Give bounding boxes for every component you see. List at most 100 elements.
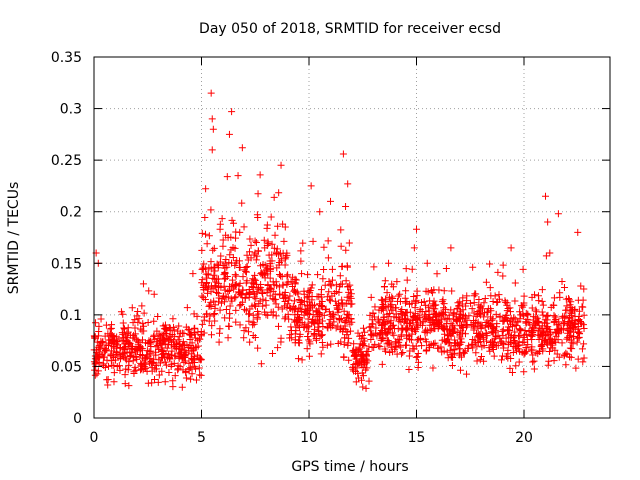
- data-point: [140, 309, 148, 317]
- data-point: [501, 297, 509, 305]
- data-point: [238, 144, 246, 152]
- data-point: [153, 327, 161, 335]
- data-point: [106, 325, 114, 333]
- data-point: [531, 321, 539, 329]
- data-point: [285, 315, 293, 323]
- data-point: [529, 358, 537, 366]
- data-point: [387, 341, 395, 349]
- data-point: [251, 237, 259, 245]
- tick-labels: 0 0.05 0.1 0.15 0.2 0.25 0.3 0.35 0 5 10 15 20: [51, 50, 533, 446]
- data-point: [545, 357, 553, 365]
- data-point: [179, 366, 187, 374]
- data-point: [521, 349, 529, 357]
- data-point: [297, 257, 305, 265]
- data-point: [299, 239, 307, 247]
- data-point: [388, 301, 396, 309]
- data-point: [245, 310, 253, 318]
- data-point: [213, 260, 221, 268]
- data-point: [544, 311, 552, 319]
- data-point: [358, 341, 366, 349]
- data-point: [403, 276, 411, 284]
- data-point: [182, 374, 190, 382]
- data-point: [548, 339, 556, 347]
- data-point: [579, 358, 587, 366]
- data-point: [472, 349, 480, 357]
- data-point: [274, 222, 282, 230]
- data-point: [214, 283, 222, 291]
- data-point: [350, 340, 358, 348]
- data-point: [394, 297, 402, 305]
- data-point: [529, 316, 537, 324]
- data-point: [410, 244, 418, 252]
- data-point: [570, 333, 578, 341]
- data-point: [105, 362, 113, 370]
- data-point: [408, 299, 416, 307]
- data-point: [392, 343, 400, 351]
- data-point: [138, 302, 146, 310]
- data-point: [324, 324, 332, 332]
- data-point: [139, 320, 147, 328]
- data-point: [229, 219, 237, 227]
- data-point: [564, 320, 572, 328]
- data-point: [361, 328, 369, 336]
- data-point: [509, 349, 517, 357]
- data-point: [437, 343, 445, 351]
- data-point: [475, 332, 483, 340]
- data-point: [507, 333, 515, 341]
- data-point: [154, 341, 162, 349]
- data-point: [235, 288, 243, 296]
- data-point: [313, 293, 321, 301]
- data-point: [190, 362, 198, 370]
- data-point: [438, 316, 446, 324]
- data-point: [380, 313, 388, 321]
- data-point: [353, 346, 361, 354]
- data-point: [367, 293, 375, 301]
- data-point: [250, 293, 258, 301]
- data-point: [220, 275, 228, 283]
- data-point: [338, 263, 346, 271]
- data-point: [413, 292, 421, 300]
- data-point: [538, 340, 546, 348]
- data-point: [151, 375, 159, 383]
- data-point: [133, 355, 141, 363]
- data-point: [359, 324, 367, 332]
- data-point: [529, 351, 537, 359]
- data-point: [169, 315, 177, 323]
- data-point: [311, 325, 319, 333]
- data-point: [99, 360, 107, 368]
- data-point: [228, 216, 236, 224]
- data-point: [329, 276, 337, 284]
- data-point: [251, 249, 259, 257]
- data-point: [343, 262, 351, 270]
- data-point: [240, 327, 248, 335]
- data-point: [402, 341, 410, 349]
- data-point: [224, 293, 232, 301]
- data-point: [573, 338, 581, 346]
- data-point: [472, 312, 480, 320]
- data-point: [303, 324, 311, 332]
- data-point: [169, 383, 177, 391]
- data-point: [387, 317, 395, 325]
- data-point: [320, 311, 328, 319]
- data-point: [416, 319, 424, 327]
- data-point: [133, 312, 141, 320]
- data-point: [405, 320, 413, 328]
- data-point: [133, 335, 141, 343]
- data-point: [222, 255, 230, 263]
- data-point: [121, 371, 129, 379]
- data-point: [275, 189, 283, 197]
- data-point: [412, 316, 420, 324]
- data-point: [150, 333, 158, 341]
- data-point: [545, 347, 553, 355]
- data-point: [426, 321, 434, 329]
- data-point: [401, 315, 409, 323]
- data-point: [331, 297, 339, 305]
- data-point: [321, 281, 329, 289]
- data-point: [305, 336, 313, 344]
- data-point: [333, 301, 341, 309]
- data-point: [477, 352, 485, 360]
- data-point: [358, 376, 366, 384]
- data-point: [247, 254, 255, 262]
- data-point: [290, 287, 298, 295]
- data-point: [533, 308, 541, 316]
